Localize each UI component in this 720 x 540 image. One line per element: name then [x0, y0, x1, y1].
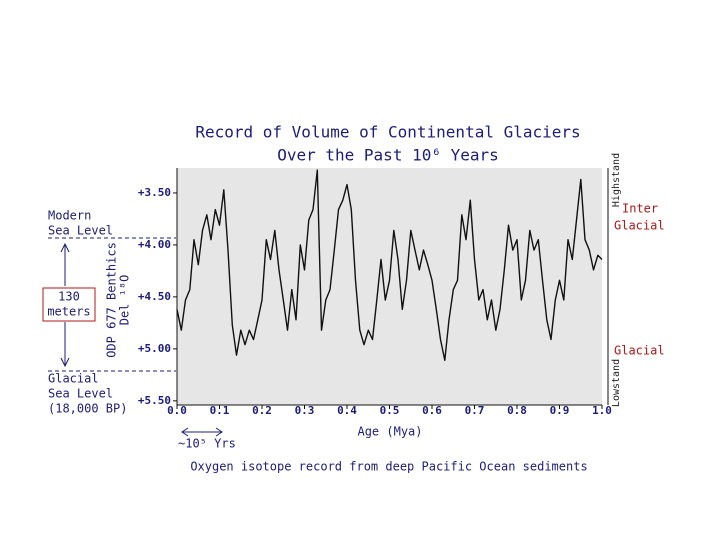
x-tick-label: 0.4	[337, 404, 357, 417]
y-tick-label: +4.50	[138, 290, 171, 303]
x-tick-label: 0.8	[507, 404, 527, 417]
arrow-head	[60, 242, 70, 253]
y-tick-label: +5.50	[138, 394, 171, 407]
x-tick-label: 0.1	[210, 404, 230, 417]
annotation: Sea Level	[48, 387, 113, 401]
x-tick-label: 0.5	[380, 404, 400, 417]
chart-title: Over the Past 10⁶ Years	[277, 146, 499, 165]
x-tick-label: 0.6	[422, 404, 442, 417]
x-tick-label: 0.3	[295, 404, 315, 417]
annotation: Lowstand	[611, 359, 622, 407]
annotation: Highstand	[611, 153, 622, 207]
x-tick-label: 0.2	[252, 404, 272, 417]
annotation: Glacial	[48, 372, 99, 386]
y-tick-label: +3.50	[138, 186, 171, 199]
x-tick-label: 0.9	[550, 404, 570, 417]
caption: Oxygen isotope record from deep Pacific …	[190, 460, 587, 474]
annotation: Sea Level	[48, 224, 113, 238]
arrow-head	[60, 357, 70, 368]
chart-title: Record of Volume of Continental Glaciers	[195, 123, 580, 142]
data-line	[176, 169, 603, 361]
plot-area	[177, 168, 602, 405]
annotation: Glacial	[614, 344, 665, 358]
arrow-head	[181, 427, 223, 437]
range-box	[42, 287, 96, 322]
y-tick-label: +4.00	[138, 238, 171, 251]
annotation: (18,000 BP)	[48, 402, 127, 416]
annotation: Inter	[622, 202, 658, 216]
annotation: ~10⁵ Yrs	[178, 437, 236, 451]
y-tick-label: +5.00	[138, 342, 171, 355]
annotation: Modern	[48, 209, 91, 223]
x-tick-label: 0.7	[465, 404, 485, 417]
x-axis-label: Age (Mya)	[357, 425, 422, 439]
annotation: Glacial	[614, 219, 665, 233]
y-axis-label: Del ¹⁸O	[118, 275, 132, 326]
y-axis-label: ODP 677 Benthics	[105, 242, 119, 358]
annotation: 130	[58, 290, 80, 304]
x-tick-label: 0.0	[167, 404, 187, 417]
annotation: meters	[47, 305, 90, 319]
x-tick-label: 1.0	[592, 404, 612, 417]
